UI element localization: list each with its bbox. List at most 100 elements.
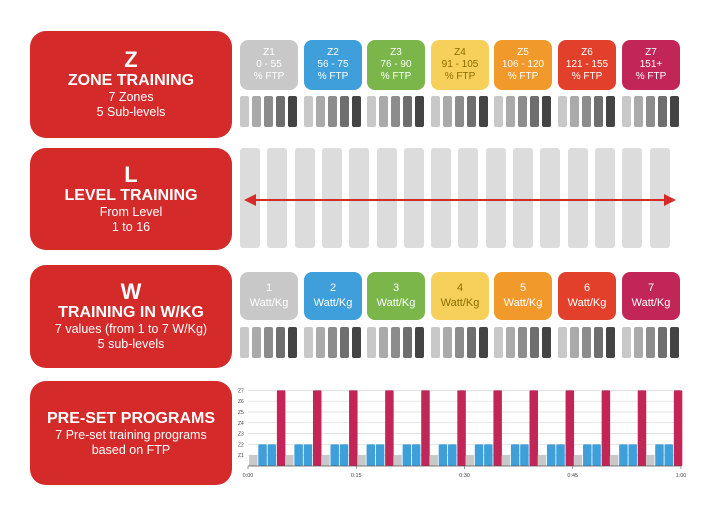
zone-unit: % FTP xyxy=(380,71,412,82)
wkg-sublevel-bar xyxy=(570,327,579,358)
chart-bar xyxy=(258,444,267,466)
zone-letter: Z xyxy=(124,47,138,72)
zone-sublevel-bar xyxy=(606,96,615,127)
level-bar xyxy=(267,148,288,248)
zone-sublevel-bar xyxy=(518,96,527,127)
chart-bar xyxy=(556,444,565,466)
chart-bar xyxy=(294,444,303,466)
wkg-sublevel-bar xyxy=(276,327,285,358)
wkg-sublevel-bar xyxy=(304,327,313,358)
chart-bar xyxy=(285,455,294,466)
zone-range: 0 - 55 xyxy=(256,59,282,70)
preset-program-chart: Z1 Z2 Z3 Z4 Z5 Z6 Z7 0:00 0:15 0:30 0:45 1:00 xyxy=(238,388,686,479)
level-bar xyxy=(458,148,479,248)
chart-bar xyxy=(457,390,466,466)
zone-sublevel-bar xyxy=(288,96,297,127)
wkg-sublevel-bar xyxy=(670,327,679,358)
wkg-sublevel-bar xyxy=(494,327,503,358)
zone-name: Z4 xyxy=(454,47,466,58)
zone-tile: Z5 106 - 120% FTP xyxy=(494,40,552,90)
chart-bar xyxy=(402,444,412,466)
level-bar xyxy=(485,148,506,248)
wkg-sublevel-bar xyxy=(288,327,297,358)
chart-x-tick-label: 0:30 xyxy=(459,473,470,479)
wkg-sublevel-bar xyxy=(264,327,273,358)
wkg-sublevel-bar xyxy=(367,327,376,358)
zone-line-2: 5 Sub-levels xyxy=(96,105,166,119)
wkg-sublevel-bar xyxy=(606,327,615,358)
zone-name: Z2 xyxy=(327,47,339,58)
chart-bar xyxy=(339,444,349,466)
chart-bar xyxy=(349,390,358,466)
wkg-tile: 4 Watt/Kg xyxy=(431,272,489,320)
zone-sublevel-bar xyxy=(582,96,591,127)
zone-range: 76 - 90 xyxy=(380,59,412,70)
wkg-sublevel-bar xyxy=(542,327,551,358)
wkg-sublevel-bar xyxy=(658,327,667,358)
wkg-tile: 6 Watt/Kg xyxy=(558,272,616,320)
chart-bar xyxy=(366,444,376,466)
chart-bar xyxy=(411,444,421,466)
zone-line-1: 7 Zones xyxy=(108,90,154,104)
wkg-sublevel-bar xyxy=(646,327,655,358)
chart-bar xyxy=(312,390,322,466)
chart-bar xyxy=(565,390,575,466)
chart-bar xyxy=(520,444,529,466)
wkg-value: 3 xyxy=(392,282,400,294)
wkg-unit: Watt/Kg xyxy=(376,297,416,309)
wkg-sublevel-bar xyxy=(467,327,476,358)
zone-sublevel-bar xyxy=(367,96,376,127)
chart-bar xyxy=(619,444,628,466)
chart-y-tick-label: Z3 xyxy=(238,432,244,438)
wkg-sublevel-bar xyxy=(379,327,388,358)
zone-sublevel-bar xyxy=(415,96,424,127)
zone-unit: % FTP xyxy=(444,71,476,82)
wkg-sublevel-bar xyxy=(530,327,539,358)
chart-x-tick-label: 1:00 xyxy=(676,473,686,479)
chart-bar xyxy=(276,390,286,466)
chart-bar xyxy=(249,455,258,466)
wkg-sublevel-bar xyxy=(415,327,424,358)
wkg-tile: 7 Watt/Kg xyxy=(622,272,680,320)
chart-y-tick-label: Z4 xyxy=(238,421,244,427)
wkg-unit: Watt/Kg xyxy=(567,297,607,309)
chart-y-tick-label: Z2 xyxy=(238,442,244,448)
zone-sublevel-bar xyxy=(570,96,579,127)
chart-x-tick-label: 0:45 xyxy=(567,473,578,479)
zone-unit: % FTP xyxy=(317,71,349,82)
wkg-line-1: 7 values (from 1 to 7 W/Kg) xyxy=(54,322,208,336)
chart-bar xyxy=(601,390,611,466)
zone-name: Z5 xyxy=(517,47,529,58)
wkg-sublevel-bar xyxy=(622,327,631,358)
wkg-sublevel-bar xyxy=(479,327,488,358)
zone-sublevel-bar xyxy=(276,96,285,127)
wkg-unit: Watt/Kg xyxy=(631,297,671,309)
level-bar xyxy=(622,148,643,248)
chart-bar xyxy=(655,444,664,466)
chart-bar xyxy=(501,455,511,466)
wkg-unit: Watt/Kg xyxy=(440,297,480,309)
level-bar xyxy=(567,148,588,248)
chart-bar xyxy=(583,444,592,466)
zone-sublevel-bar xyxy=(530,96,539,127)
zone-sublevel-bar xyxy=(352,96,361,127)
chart-bar xyxy=(537,455,547,466)
level-bar xyxy=(376,148,397,248)
wkg-sublevel-bar xyxy=(316,327,325,358)
zone-sublevel-bar xyxy=(455,96,464,127)
wkg-title: TRAINING IN W/KG xyxy=(58,304,204,321)
chart-x-tick-label: 0:00 xyxy=(243,473,254,479)
level-line-2: 1 to 16 xyxy=(111,219,151,234)
wkg-value: 2 xyxy=(329,282,337,294)
zone-tile: Z6 121 - 155% FTP xyxy=(558,40,616,90)
zone-sublevel-bar xyxy=(670,96,679,127)
chart-x-tick-label: 0:15 xyxy=(351,473,362,479)
zone-sublevel-bar xyxy=(379,96,388,127)
wkg-value: 1 xyxy=(265,282,273,294)
chart-y-tick-label: Z7 xyxy=(238,388,244,394)
chart-bar xyxy=(393,455,402,466)
zone-sublevel-bar xyxy=(467,96,476,127)
zone-name: Z6 xyxy=(581,47,593,58)
zone-sublevel-bar xyxy=(634,96,643,127)
wkg-sublevel-bar xyxy=(506,327,515,358)
